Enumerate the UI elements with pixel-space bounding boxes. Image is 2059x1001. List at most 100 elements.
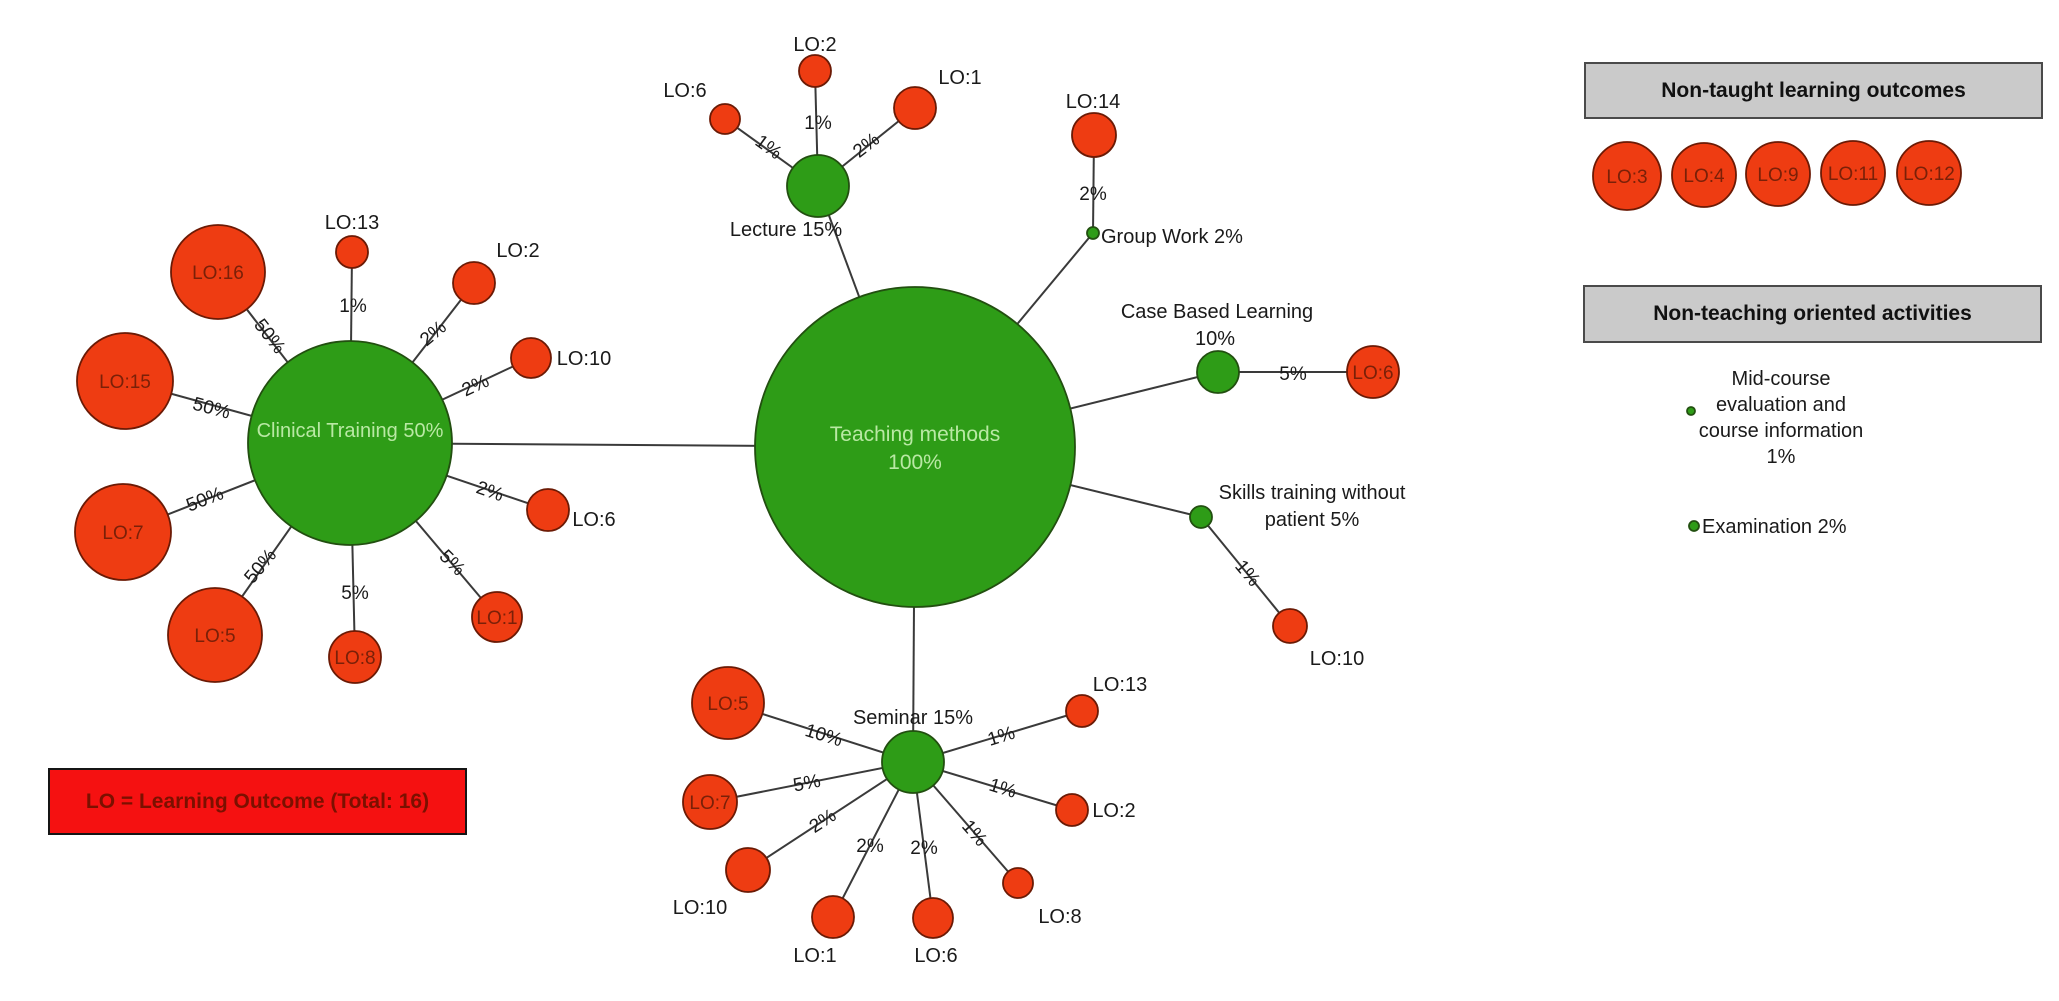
node-clinical-lo6	[526, 488, 570, 532]
node-label-lecture-lo6: LO:6	[663, 80, 706, 102]
node-clinical-lo15	[76, 332, 174, 430]
node-label-seminar-lo6: LO:6	[914, 945, 957, 967]
node-label-teaching-methods: Teaching methods	[830, 423, 1000, 446]
node-label-seminar-lo2: LO:2	[1092, 800, 1135, 822]
node-midcourse-dot	[1686, 406, 1696, 416]
node-label-clinical-lo10: LO:10	[557, 348, 611, 370]
edge-seminar-lo10	[747, 761, 914, 871]
node-label-nontaught-lo9: LO:9	[1757, 165, 1798, 186]
edge-skills-lo10	[1200, 516, 1291, 627]
edge-label-seminar-lo5: 10%	[802, 720, 845, 751]
node-label-case-based-learning-1: 10%	[1195, 328, 1235, 350]
node-label-cbl-lo6: LO:6	[1352, 363, 1393, 384]
node-clinical-lo2	[452, 261, 496, 305]
edge-label-clinical-lo5: 50%	[241, 545, 282, 588]
edge-label-clinical-lo1: 5%	[435, 546, 469, 580]
midcourse-evaluation-note: Mid-course evaluation and course informa…	[1698, 368, 1864, 468]
edge-label-clinical-lo15: 50%	[190, 394, 232, 424]
edge-label-clinical-lo13: 1%	[339, 296, 367, 317]
edge-label-skills-lo10: 1%	[1230, 556, 1264, 591]
node-teaching-methods	[754, 286, 1076, 608]
edge-label-seminar-lo1: 2%	[856, 836, 884, 857]
node-group-work	[1086, 226, 1100, 240]
node-label-lecture-lo1: LO:1	[938, 67, 981, 89]
node-label-seminar-lo13: LO:13	[1093, 674, 1147, 696]
node-label-clinical-lo6: LO:6	[572, 509, 615, 531]
node-seminar-lo10	[725, 847, 771, 893]
node-clinical-training	[247, 340, 453, 546]
node-label-clinical-lo5: LO:5	[194, 626, 235, 647]
node-label-seminar-lo10: LO:10	[673, 897, 727, 919]
lo-legend-box: LO = Learning Outcome (Total: 16)	[48, 768, 467, 835]
node-lecture-lo1	[893, 86, 937, 130]
node-clinical-lo5	[167, 587, 263, 683]
node-seminar	[881, 730, 945, 794]
node-case-based-learning	[1196, 350, 1240, 394]
node-clinical-lo1	[471, 591, 523, 643]
edge-label-seminar-lo10: 2%	[806, 805, 841, 838]
node-label-group-work: Group Work 2%	[1101, 226, 1243, 248]
edge-label-cbl-lo6: 5%	[1279, 364, 1307, 385]
node-nontaught-lo12	[1896, 140, 1962, 206]
node-label-skills-training-1: patient 5%	[1265, 509, 1360, 531]
node-label-teaching-methods-1: 100%	[888, 451, 942, 474]
node-label-nontaught-lo12: LO:12	[1903, 164, 1955, 185]
node-label-nontaught-lo11: LO:11	[1828, 164, 1878, 185]
edge-label-seminar-lo13: 1%	[985, 723, 1018, 751]
edge-label-seminar-lo2: 1%	[986, 775, 1019, 803]
node-lecture	[786, 154, 850, 218]
node-clinical-lo8	[328, 630, 382, 684]
node-examination-dot	[1688, 520, 1700, 532]
edge-label-groupwork-lo14: 2%	[1079, 184, 1107, 205]
node-seminar-lo6	[912, 897, 954, 939]
node-seminar-lo13	[1065, 694, 1099, 728]
node-lecture-lo2	[798, 54, 832, 88]
node-label-nontaught-lo3: LO:3	[1606, 167, 1647, 188]
non-teaching-activities-header: Non-teaching oriented activities	[1583, 285, 2042, 343]
node-label-clinical-lo15: LO:15	[99, 372, 151, 393]
node-nontaught-lo4	[1671, 142, 1737, 208]
edge-label-clinical-lo7: 50%	[184, 483, 227, 516]
node-nontaught-lo9	[1745, 141, 1811, 207]
node-seminar-lo8	[1002, 867, 1034, 899]
node-label-skills-lo10: LO:10	[1310, 648, 1364, 670]
node-lecture-lo6	[709, 103, 741, 135]
node-seminar-lo1	[811, 895, 855, 939]
node-clinical-lo16	[170, 224, 266, 320]
node-clinical-lo10	[510, 337, 552, 379]
edge-label-seminar-lo7: 5%	[791, 771, 822, 797]
node-label-seminar: Seminar 15%	[853, 707, 973, 729]
node-label-clinical-lo7: LO:7	[102, 523, 143, 544]
edge-label-lecture-lo2: 1%	[804, 113, 832, 134]
node-seminar-lo7	[682, 774, 738, 830]
node-label-groupwork-lo14: LO:14	[1066, 91, 1120, 113]
node-nontaught-lo11	[1820, 140, 1886, 206]
node-label-skills-training: Skills training without	[1219, 482, 1406, 504]
node-label-seminar-lo1: LO:1	[793, 945, 836, 967]
edge-label-clinical-lo10: 2%	[459, 371, 493, 402]
node-label-lecture-lo2: LO:2	[793, 34, 836, 56]
node-label-clinical-lo13: LO:13	[325, 212, 379, 234]
node-clinical-lo7	[74, 483, 172, 581]
edge-label-seminar-lo6: 2%	[910, 838, 938, 859]
node-label-clinical-training: Clinical Training 50%	[257, 420, 444, 442]
edge-label-clinical-lo2: 2%	[416, 317, 451, 351]
node-label-case-based-learning: Case Based Learning	[1121, 301, 1313, 323]
node-cbl-lo6	[1346, 345, 1400, 399]
node-nontaught-lo3	[1592, 141, 1662, 211]
node-label-lecture: Lecture 15%	[730, 219, 843, 241]
node-skills-lo10	[1272, 608, 1308, 644]
edge-seminar-lo7	[709, 761, 914, 803]
node-label-seminar-lo7: LO:7	[689, 793, 730, 814]
node-label-seminar-lo5: LO:5	[707, 694, 748, 715]
node-label-clinical-lo1: LO:1	[476, 608, 517, 629]
node-label-clinical-lo8: LO:8	[334, 648, 375, 669]
edge-label-clinical-lo8: 5%	[341, 583, 369, 604]
node-skills-training	[1189, 505, 1213, 529]
node-label-clinical-lo2: LO:2	[496, 240, 539, 262]
node-label-seminar-lo8: LO:8	[1038, 906, 1081, 928]
node-groupwork-lo14	[1071, 112, 1117, 158]
examination-note: Examination 2%	[1702, 516, 1847, 538]
